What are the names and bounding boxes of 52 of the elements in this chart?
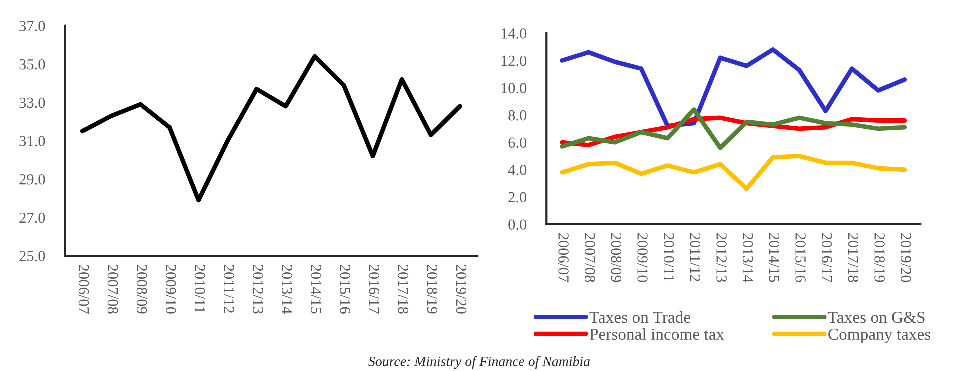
- x-tick-label: 2015/16: [796, 233, 806, 282]
- legend-label: Personal income tax: [590, 328, 724, 340]
- x-tick-label: 2018/19: [427, 264, 438, 314]
- x-tick-label: 2012/13: [253, 264, 264, 314]
- x-tick-label: 2016/17: [822, 233, 832, 282]
- x-tick-label: 2016/17: [369, 264, 380, 314]
- x-tick-label: 2014/15: [769, 233, 780, 282]
- x-tick-label: 2017/18: [848, 233, 859, 282]
- y-tick-label: 33.0: [20, 98, 46, 108]
- x-tick-label: 2009/10: [166, 264, 176, 314]
- y-tick-label: 6.0: [508, 138, 527, 148]
- y-tick-label: 14.0: [502, 28, 527, 39]
- legend-label: Company taxes: [828, 328, 931, 344]
- x-tick-label: 2011/12: [224, 264, 234, 313]
- line-series: [560, 154, 908, 192]
- x-tick-label: 2010/11: [664, 233, 674, 282]
- x-tick-label: 2006/07: [78, 264, 90, 314]
- legend-label: Taxes on Trade: [590, 311, 690, 324]
- x-tick-label: 2009/10: [638, 233, 648, 282]
- y-tick-label: 37.0: [20, 21, 46, 32]
- legend-label: Taxes on G&S: [828, 312, 925, 324]
- y-tick-label: 10.0: [502, 83, 527, 94]
- x-tick-label: 2018/19: [874, 233, 885, 282]
- y-tick-label: 25.0: [20, 251, 46, 262]
- x-tick-label: 2015/16: [340, 264, 350, 314]
- x-tick-label: 2012/13: [716, 233, 727, 282]
- line-series: [80, 54, 462, 203]
- x-tick-label: 2017/18: [398, 264, 409, 314]
- x-tick-label: 2008/09: [611, 233, 622, 282]
- x-tick-label: 2007/08: [584, 233, 596, 282]
- x-tick-label: 2014/15: [311, 264, 322, 314]
- y-tick-label: 2.0: [508, 192, 527, 203]
- x-tick-label: 2006/07: [558, 233, 569, 282]
- y-tick-label: 35.0: [20, 59, 46, 70]
- y-tick-label: 0.0: [508, 220, 527, 230]
- y-tick-label: 29.0: [20, 174, 46, 185]
- line-series: [560, 108, 908, 150]
- x-tick-label: 2013/14: [742, 233, 754, 283]
- y-tick-label: 27.0: [20, 212, 46, 224]
- y-tick-label: 8.0: [508, 110, 527, 121]
- source-note: Source: Ministry of Finance of Namibia: [368, 356, 590, 370]
- y-tick-label: 4.0: [508, 165, 527, 176]
- x-tick-label: 2019/20: [901, 233, 912, 282]
- x-tick-label: 2013/14: [282, 264, 292, 314]
- x-tick-label: 2019/20: [456, 264, 467, 314]
- line-series: [560, 48, 908, 128]
- y-tick-label: 12.0: [502, 56, 527, 66]
- x-tick-label: 2008/09: [136, 264, 148, 314]
- x-tick-label: 2011/12: [690, 233, 701, 282]
- y-tick-label: 31.0: [20, 136, 46, 146]
- x-tick-label: 2010/11: [194, 264, 206, 313]
- x-tick-label: 2007/08: [108, 264, 118, 314]
